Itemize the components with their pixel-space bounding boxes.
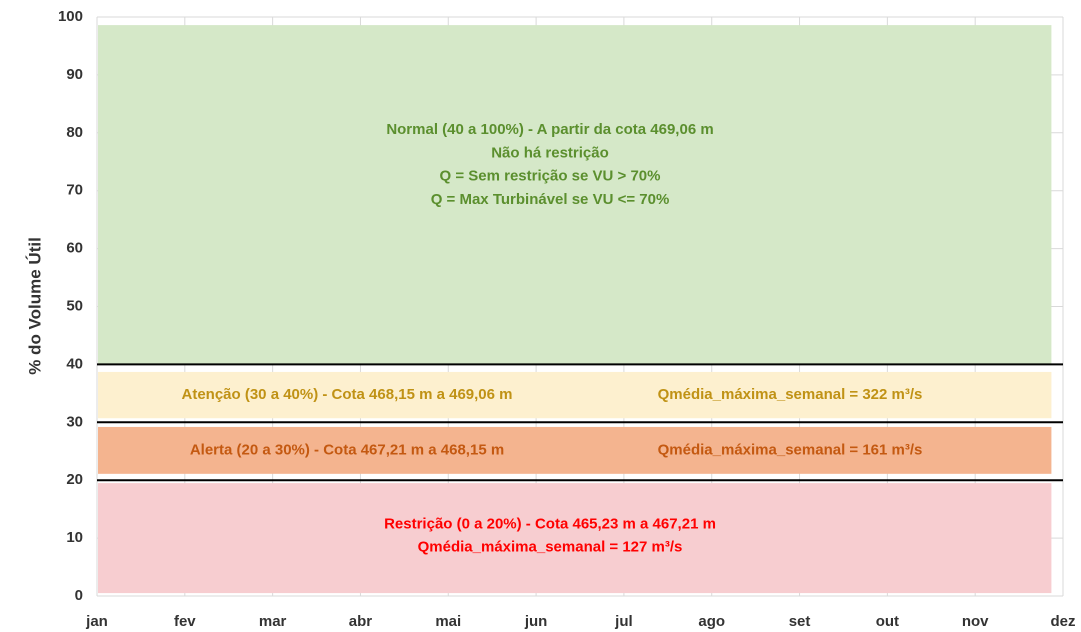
zone-flow-label: Qmédia_máxima_semanal = 161 m³/s xyxy=(658,441,923,458)
y-tick-label: 100 xyxy=(58,8,83,25)
y-tick-label: 0 xyxy=(75,587,83,604)
zone-band xyxy=(98,25,1052,365)
zone-label: Atenção (30 a 40%) - Cota 468,15 m a 469… xyxy=(182,386,513,403)
zone-label: Q = Max Turbinável se VU <= 70% xyxy=(431,191,670,208)
y-tick-label: 30 xyxy=(66,413,83,430)
y-tick-label: 20 xyxy=(66,471,83,488)
zone-band xyxy=(98,426,1052,474)
zone-label: Alerta (20 a 30%) - Cota 467,21 m a 468,… xyxy=(190,441,504,458)
x-tick-label: jul xyxy=(614,613,633,630)
x-tick-label: abr xyxy=(349,613,373,630)
zone-band xyxy=(98,483,1052,594)
x-tick-label: nov xyxy=(962,613,989,630)
x-tick-label: mar xyxy=(259,613,287,630)
y-tick-label: 50 xyxy=(66,297,83,314)
zone-label: Normal (40 a 100%) - A partir da cota 46… xyxy=(386,121,713,138)
x-tick-label: set xyxy=(789,613,811,630)
zone-flow-label: Qmédia_máxima_semanal = 322 m³/s xyxy=(658,386,923,403)
zone-label: Restrição (0 a 20%) - Cota 465,23 m a 46… xyxy=(384,515,716,532)
x-tick-label: fev xyxy=(174,613,196,630)
zone-label: Q = Sem restrição se VU > 70% xyxy=(440,168,661,185)
zone-band xyxy=(98,371,1052,419)
x-tick-label: mai xyxy=(435,613,461,630)
x-tick-label: jan xyxy=(85,613,108,630)
x-tick-label: ago xyxy=(698,613,725,630)
x-tick-label: out xyxy=(876,613,899,630)
y-tick-label: 40 xyxy=(66,355,83,372)
y-tick-label: 70 xyxy=(66,182,83,199)
zone-label: Qmédia_máxima_semanal = 127 m³/s xyxy=(418,539,683,556)
x-tick-label: dez xyxy=(1050,613,1075,630)
y-tick-label: 90 xyxy=(66,66,83,83)
zone-label: Não há restrição xyxy=(491,144,609,161)
y-tick-label: 60 xyxy=(66,240,83,257)
y-tick-label: 80 xyxy=(66,124,83,141)
x-tick-label: jun xyxy=(524,613,548,630)
y-axis-label: % do Volume Útil xyxy=(25,237,44,375)
y-tick-label: 10 xyxy=(66,529,83,546)
